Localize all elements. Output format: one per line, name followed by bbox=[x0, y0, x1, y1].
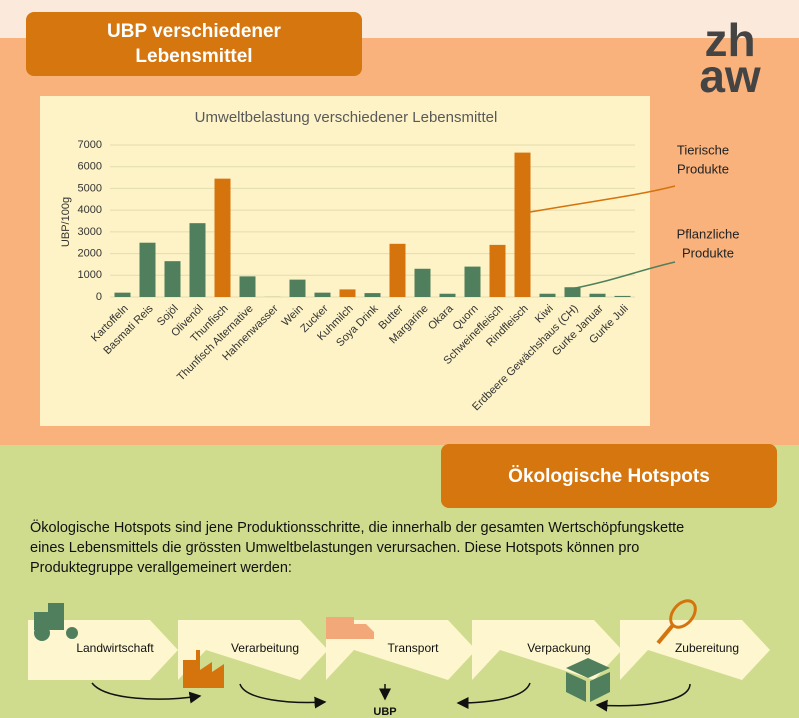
annotation-text: Produkte bbox=[677, 161, 729, 176]
bar bbox=[514, 152, 531, 297]
bar bbox=[239, 276, 256, 297]
hotspots-text: Ökologische Hotspots sind jene Produktio… bbox=[30, 518, 684, 536]
step-chevron bbox=[178, 620, 328, 680]
y-tick-label: 1000 bbox=[78, 269, 102, 281]
bar bbox=[589, 293, 606, 297]
step-label: Verarbeitung bbox=[231, 641, 299, 655]
y-tick-label: 0 bbox=[96, 291, 102, 303]
logo-line: zh bbox=[704, 14, 755, 66]
chart-title: Umweltbelastung verschiedener Lebensmitt… bbox=[195, 109, 498, 126]
bar bbox=[114, 292, 131, 297]
step-chevron bbox=[620, 620, 770, 680]
flow-arrow bbox=[456, 682, 531, 709]
bar bbox=[539, 293, 556, 297]
y-tick-label: 7000 bbox=[78, 139, 102, 151]
hotspots-text: Produktegruppe verallgemeinert werden: bbox=[30, 560, 292, 576]
y-tick-label: 2000 bbox=[78, 247, 102, 259]
annotation-line bbox=[564, 261, 676, 291]
y-tick-label: 5000 bbox=[78, 182, 102, 194]
bar bbox=[364, 293, 381, 297]
flow-arrow bbox=[595, 683, 691, 712]
bar bbox=[214, 178, 231, 297]
whisk-icon bbox=[656, 623, 675, 645]
step-chevron bbox=[28, 620, 178, 680]
hotspots-title: Ökologische Hotspots bbox=[508, 466, 710, 487]
annotation-text: Pflanzliche bbox=[677, 226, 740, 241]
tractor-icon bbox=[66, 627, 78, 639]
bar bbox=[489, 244, 506, 297]
bar bbox=[164, 261, 181, 297]
step-label: Landwirtschaft bbox=[76, 641, 154, 655]
bar bbox=[414, 268, 431, 297]
flow-arrow bbox=[239, 683, 327, 709]
truck-icon bbox=[326, 617, 354, 639]
flow-arrow bbox=[91, 682, 202, 704]
y-tick-label: 3000 bbox=[78, 226, 102, 238]
title-line: UBP verschiedener bbox=[107, 21, 282, 42]
bar bbox=[314, 292, 331, 297]
hotspots-box bbox=[441, 444, 777, 508]
truck-icon bbox=[354, 624, 374, 639]
factory-icon bbox=[183, 650, 224, 688]
bar bbox=[139, 242, 156, 297]
annotation-line bbox=[529, 185, 676, 213]
step-label: Zubereitung bbox=[675, 641, 739, 655]
box-icon bbox=[566, 658, 610, 702]
y-tick-label: 6000 bbox=[78, 161, 102, 173]
bar bbox=[614, 295, 631, 297]
bar bbox=[289, 279, 306, 297]
bar bbox=[464, 266, 481, 297]
bar bbox=[439, 293, 456, 297]
y-tick-label: 4000 bbox=[78, 204, 102, 216]
tractor-icon bbox=[34, 625, 50, 641]
bar bbox=[189, 223, 206, 297]
hotspots-text: eines Lebensmittels die grössten Umweltb… bbox=[30, 540, 639, 556]
bar bbox=[564, 287, 581, 297]
icons bbox=[34, 599, 697, 702]
tractor-icon bbox=[48, 603, 64, 615]
step-label: Transport bbox=[388, 641, 440, 655]
result-label: UBP bbox=[373, 706, 396, 718]
annotation-text: Tierische bbox=[677, 142, 729, 157]
title-box bbox=[26, 12, 362, 76]
step-label: Verpackung bbox=[527, 641, 590, 655]
annotation-text: Produkte bbox=[682, 245, 734, 260]
bar bbox=[389, 243, 406, 297]
y-axis-label: UBP/100g bbox=[60, 197, 72, 247]
title-line: Lebensmittel bbox=[135, 46, 252, 67]
logo-line: aw bbox=[699, 50, 761, 102]
bar bbox=[339, 289, 356, 297]
